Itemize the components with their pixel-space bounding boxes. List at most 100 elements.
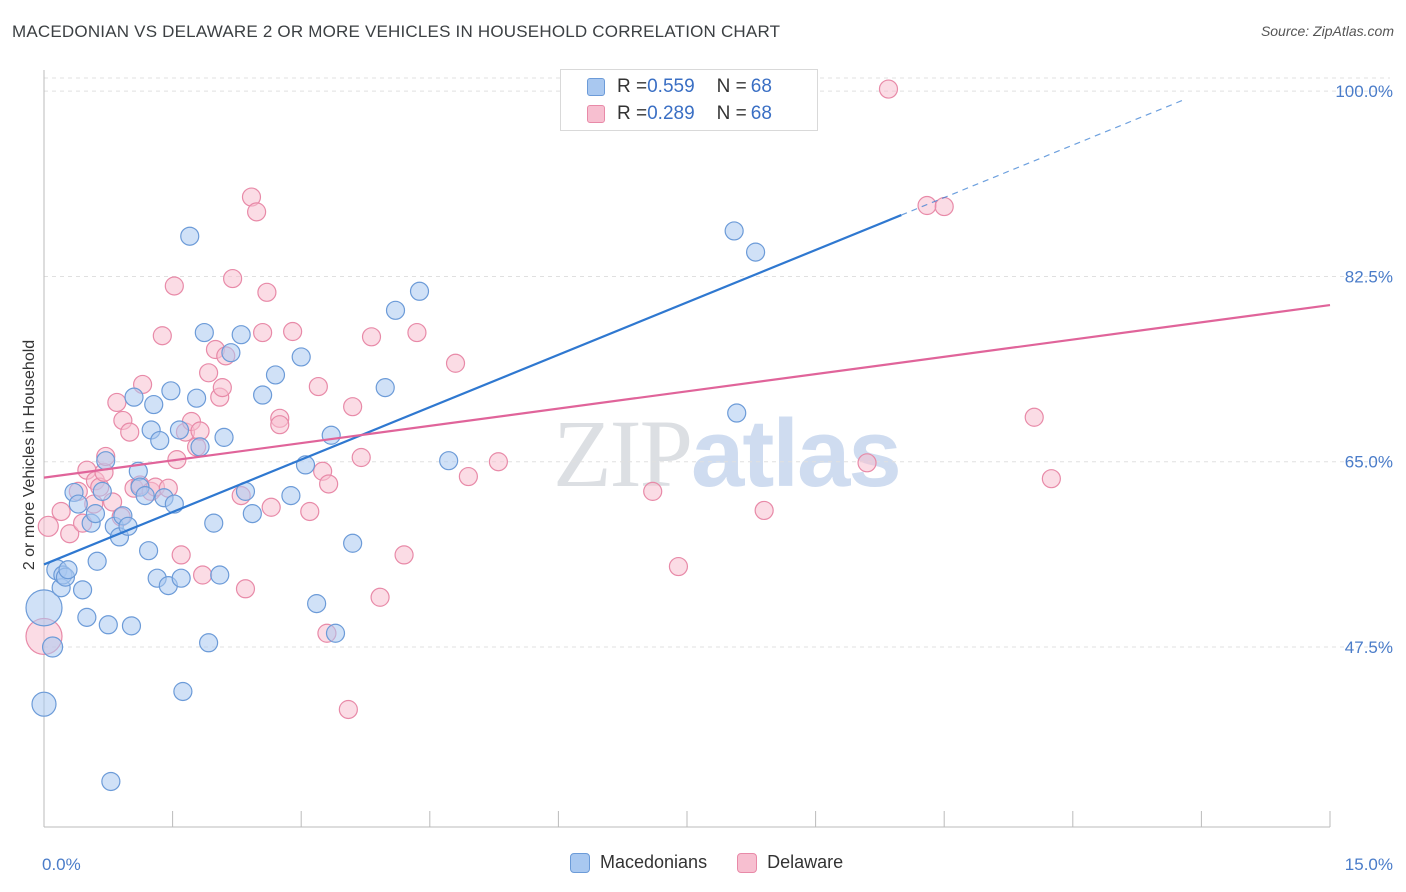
r-label: R = <box>617 103 648 124</box>
macedonians-point <box>265 365 286 385</box>
stats-row-delaware: R = 0.289 N = 68 <box>587 102 772 126</box>
macedonians-trend-extension <box>901 99 1185 216</box>
delaware-point <box>1041 469 1061 489</box>
delaware-point <box>934 196 954 217</box>
macedonians-point <box>439 451 459 471</box>
x-tick-label: 15.0% <box>1345 855 1393 874</box>
delaware-point <box>407 322 427 343</box>
macedonians-point <box>180 226 200 246</box>
delaware-legend-swatch <box>737 852 758 873</box>
x-tick-label: 0.0% <box>42 855 81 874</box>
legend-item-delaware[interactable]: Delaware <box>737 852 843 873</box>
delaware-point <box>261 497 281 517</box>
delaware-point <box>308 376 328 397</box>
delaware-point <box>212 378 232 398</box>
macedonians-point <box>214 427 234 447</box>
macedonians-point <box>194 322 214 343</box>
n-label: N = <box>716 76 747 97</box>
delaware-swatch <box>587 105 605 123</box>
delaware-point <box>51 501 71 522</box>
macedonians-point <box>242 504 262 524</box>
macedonians-point <box>204 513 224 533</box>
macedonians-point <box>138 541 159 561</box>
delaware-point <box>343 397 363 417</box>
delaware-point <box>668 556 689 577</box>
macedonians-point <box>724 221 744 241</box>
delaware-point <box>394 545 414 565</box>
macedonians-point <box>144 394 164 415</box>
macedonians-point <box>77 607 97 627</box>
delaware-point <box>300 501 320 522</box>
delaware-point <box>257 282 277 302</box>
delaware-point <box>199 363 219 383</box>
source-credit: Source: ZipAtlas.com <box>1260 23 1394 39</box>
macedonians-point <box>31 691 57 717</box>
delaware-point <box>247 202 267 222</box>
delaware-point <box>164 276 184 296</box>
macedonians-point <box>92 481 112 501</box>
macedonians-point <box>72 580 93 600</box>
n-value: 68 <box>750 103 772 124</box>
delaware-point <box>917 195 937 216</box>
delaware-point <box>338 699 358 720</box>
macedonians-point <box>231 325 251 345</box>
r-value: 0.289 <box>647 103 695 124</box>
macedonians-point <box>190 437 210 457</box>
delaware-point <box>361 327 382 347</box>
n-label: N = <box>716 103 747 124</box>
watermark-zip: ZIP <box>553 400 693 507</box>
y-tick-label: 47.5% <box>1345 638 1393 657</box>
macedonians-point <box>169 420 190 440</box>
macedonians-point <box>101 771 121 792</box>
trend-lines <box>43 99 1331 566</box>
legend-item-macedonians[interactable]: Macedonians <box>570 852 707 873</box>
tick-labels: 47.5% 65.0% 82.5% 100.0% 0.0% 15.0% <box>42 82 1393 874</box>
delaware-point <box>171 545 191 565</box>
macedonians-point <box>85 504 106 524</box>
delaware-point <box>37 515 59 537</box>
macedonians-point <box>281 486 301 506</box>
macedonians-point <box>98 615 118 635</box>
delaware-point <box>643 481 663 501</box>
macedonians-point <box>727 403 747 423</box>
macedonians-point <box>96 451 116 471</box>
legend-label-macedonians: Macedonians <box>600 852 708 872</box>
stats-row-macedonians: R = 0.559 N = 68 <box>587 75 772 99</box>
macedonians-point <box>87 551 107 571</box>
macedonians-swatch <box>587 78 605 96</box>
chart-title: MACEDONIAN VS DELAWARE 2 OR MORE VEHICLE… <box>12 22 781 41</box>
delaware-point <box>60 524 80 544</box>
macedonians-point <box>121 616 142 636</box>
macedonians-point <box>745 242 766 262</box>
delaware-point <box>445 353 466 373</box>
y-tick-label: 65.0% <box>1345 453 1393 472</box>
macedonians-point <box>321 425 341 445</box>
delaware-point <box>270 415 290 435</box>
r-label: R = <box>617 76 648 97</box>
delaware-point <box>878 79 899 99</box>
stats-legend: R = 0.559 N = 68 R = 0.289 N = 68 <box>560 69 818 131</box>
grid-lines <box>44 77 1390 648</box>
y-tick-label: 100.0% <box>1335 82 1393 101</box>
macedonians-point <box>199 633 219 653</box>
macedonians-point <box>58 560 78 580</box>
legend-label-delaware: Delaware <box>767 852 844 872</box>
delaware-point <box>488 452 508 472</box>
macedonians-point <box>291 347 311 367</box>
macedonians-point <box>385 300 406 320</box>
axes <box>43 70 1331 828</box>
delaware-point <box>152 326 172 346</box>
macedonians-point <box>325 623 346 643</box>
macedonians-point <box>41 636 64 658</box>
macedonians-point <box>187 388 207 408</box>
delaware-point <box>235 579 256 599</box>
macedonians-point <box>221 343 241 363</box>
macedonians-point <box>25 589 63 627</box>
macedonians-point <box>409 281 430 301</box>
delaware-point <box>754 500 774 521</box>
delaware-trend-line <box>43 303 1331 479</box>
macedonians-point <box>210 565 230 585</box>
macedonians-point <box>124 387 144 407</box>
macedonians-trend-line <box>43 214 902 566</box>
